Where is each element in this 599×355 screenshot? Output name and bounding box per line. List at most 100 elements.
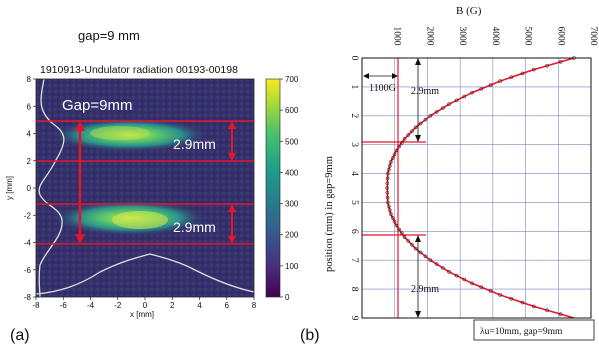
colorbar-tick-label: 400 (285, 168, 299, 177)
b-data-point (386, 167, 391, 172)
b-data-point (388, 212, 393, 216)
b-data-point (410, 242, 414, 247)
b-data-point (440, 266, 445, 270)
b-plot-frame (361, 57, 592, 319)
gap-arrow-head-down (75, 234, 85, 244)
b-data-point (434, 110, 439, 114)
heatmap-y-tick-label: 2 (27, 157, 32, 166)
b-data-point (418, 121, 423, 126)
colorbar (265, 78, 281, 298)
lower-29-arrow-head-down (228, 236, 236, 244)
b-data-point (498, 79, 502, 83)
panel-a: gap=9 mm 1910913-Undulator radiation 001… (5, 28, 299, 344)
b-data-point (397, 144, 401, 149)
heatmap-ylabel: y [mm] (5, 176, 14, 200)
hot-spot-lower (112, 211, 168, 229)
hot-band-upper (50, 118, 210, 152)
b-data-point (488, 289, 493, 293)
heatmap-x-tick-label: 4 (197, 301, 202, 310)
b-data-point (399, 140, 404, 145)
b-data-point (440, 106, 445, 110)
b-data-point (454, 98, 459, 103)
lower-29-arrow-head-up (228, 204, 236, 212)
b-y-tick-label: 4 (349, 171, 359, 176)
b-data-point (479, 86, 484, 91)
b-data-point (394, 223, 399, 228)
b-data-point (410, 129, 414, 134)
b-data-point (462, 277, 467, 282)
b-data-point (428, 258, 433, 263)
heatmap-y-tick-label: 8 (27, 75, 32, 84)
b-x-tick-label: 2000 (424, 27, 434, 46)
b-data-point (509, 296, 514, 301)
b-plot-background (362, 58, 591, 318)
panel-b-label: (b) (300, 327, 320, 344)
heatmap-x-tick-label: 8 (252, 301, 257, 310)
heatmap-x-tick-label: 0 (143, 301, 148, 310)
b-x-tick-label: 7000 (588, 27, 598, 46)
b-data-point (399, 231, 404, 236)
b-data-point (462, 94, 467, 99)
colorbar-tick-label: 300 (285, 200, 299, 209)
b-data-point (388, 160, 393, 164)
b-data-point (545, 63, 550, 68)
colorbar-tick-label: 0 (285, 293, 290, 302)
b-data-point (470, 281, 474, 286)
gap-annotation: Gap=9mm (62, 97, 132, 114)
arrow-1100g-head-right (392, 73, 398, 79)
gap-arrow-head-up (75, 121, 85, 131)
b-y-tick-label: 3 (349, 142, 359, 147)
b-y-ticks: 0 1 2 3 4 5 6 7 8 9 (349, 56, 359, 321)
upper-29-arrow-head-up (228, 121, 236, 129)
colorbar-tick-label: 200 (285, 231, 299, 240)
heatmap-y-tick-label: 6 (27, 102, 32, 111)
arrow-1100g-head-left (363, 73, 369, 79)
hot-spot-upper (90, 126, 150, 140)
heatmap-title: 1910913-Undulator radiation 00193-00198 (40, 64, 238, 76)
b-x-ticks: 1000 2000 3000 4000 5000 6000 7000 (392, 27, 598, 46)
b-data-point (390, 216, 395, 220)
heatmap-xlabel: x [mm] (130, 310, 154, 319)
heatmap-x-tick-label: 6 (225, 301, 230, 310)
b-data-point (387, 164, 392, 168)
b-y-tick-label: 7 (349, 258, 359, 263)
b-y-tick-label: 6 (349, 229, 359, 234)
heatmap-x-tick-label: -4 (87, 301, 95, 310)
lower-annotation: 2.9mm (173, 219, 216, 235)
b-data-point (470, 90, 474, 95)
b-xlabel: B (G) (456, 5, 482, 17)
b-data-point (390, 156, 395, 160)
heatmap-x-tick-label: 2 (170, 301, 175, 310)
b-data-point (509, 75, 514, 80)
panel-b: B (G) 1000 2000 3000 4000 5000 6000 7000 0 1 2 3 4… (300, 5, 598, 344)
legend-text: λu=10mm, gap=9mm (480, 327, 563, 337)
arrow-lower-29-head-up (415, 235, 421, 242)
heatmap-background (36, 79, 254, 297)
b-data-point (520, 71, 525, 76)
heatmap-y-tick-label: -8 (24, 293, 32, 302)
b-data-point (394, 148, 399, 153)
b-field-markers (385, 56, 576, 316)
b-x-tick-label: 3000 (457, 27, 467, 46)
b-data-point (531, 67, 536, 72)
b-data-point (413, 246, 418, 251)
b-data-point (392, 152, 397, 157)
b-data-point (402, 235, 407, 239)
b-data-point (454, 273, 459, 278)
colorbar-tick-label: 500 (285, 137, 299, 146)
b-data-point (385, 186, 390, 190)
b-field-curve (386, 57, 575, 319)
b-data-point (385, 200, 390, 205)
colorbar-tick-label: 100 (285, 262, 299, 271)
heatmap-x-tick-label: -2 (114, 301, 122, 310)
b-y-tick-label: 8 (349, 287, 359, 292)
b-data-point (428, 113, 433, 118)
b-y-tick-label: 0 (349, 56, 359, 61)
b-y-tick-label: 2 (349, 113, 359, 118)
b-data-point (447, 269, 451, 274)
heatmap-y-tick-label: 4 (27, 130, 32, 139)
heatmap-y-tick-label: 0 (27, 184, 32, 193)
b-data-point (520, 300, 525, 305)
b-data-point (447, 102, 451, 107)
